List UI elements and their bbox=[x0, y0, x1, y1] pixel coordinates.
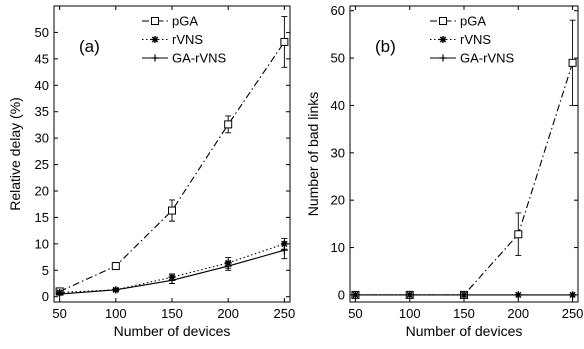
series-GA-rVNS bbox=[351, 291, 577, 299]
data-point bbox=[568, 58, 577, 67]
y-tick-label: 25 bbox=[35, 157, 49, 172]
panel-label: (b) bbox=[375, 37, 396, 56]
x-tick-label: 250 bbox=[274, 306, 296, 321]
x-tick-label: 200 bbox=[217, 306, 239, 321]
data-point bbox=[168, 206, 176, 215]
y-tick-label: 0 bbox=[42, 289, 49, 304]
data-point bbox=[460, 291, 468, 299]
y-tick-label: 20 bbox=[35, 184, 49, 199]
plot-frame bbox=[53, 5, 291, 303]
legend-label: rVNS bbox=[460, 32, 491, 47]
panel-b: 50 100 150 200 250 0 10 20 30 40 50 60 Number of dev… bbox=[305, 3, 583, 339]
data-point bbox=[112, 286, 120, 294]
x-tick-label: 150 bbox=[161, 306, 183, 321]
y-tick-label: 5 bbox=[42, 263, 49, 278]
y-tick-label: 30 bbox=[331, 145, 345, 160]
x-tick-label: 200 bbox=[507, 306, 529, 321]
x-tick-label: 50 bbox=[52, 306, 66, 321]
y-tick-label: 0 bbox=[338, 287, 345, 302]
x-tick-label: 100 bbox=[399, 306, 421, 321]
x-tick-label: 50 bbox=[348, 306, 362, 321]
x-tick-label: 100 bbox=[105, 306, 127, 321]
legend: pGA rVNS GA-rVNS bbox=[430, 14, 515, 66]
series-GA-rVNS bbox=[56, 241, 288, 298]
data-point bbox=[569, 291, 577, 299]
y-tick-label: 35 bbox=[35, 104, 49, 119]
y-tick-label: 50 bbox=[35, 25, 49, 40]
legend-label: GA-rVNS bbox=[172, 51, 227, 66]
legend-marker bbox=[439, 17, 447, 25]
x-tick-label: 250 bbox=[562, 306, 584, 321]
legend-marker bbox=[439, 54, 447, 62]
x-axis-label: Number of devices bbox=[406, 323, 523, 339]
plot-frame bbox=[349, 5, 579, 303]
y-tick-label: 40 bbox=[35, 78, 49, 93]
data-point bbox=[168, 276, 176, 284]
y-tick-label: 20 bbox=[331, 193, 345, 208]
legend-label: pGA bbox=[460, 14, 486, 29]
y-tick-label: 15 bbox=[35, 210, 49, 225]
legend-label: GA-rVNS bbox=[460, 51, 515, 66]
legend-label: rVNS bbox=[172, 32, 203, 47]
y-axis-label: Number of bad links bbox=[305, 92, 321, 217]
y-tick-label: 45 bbox=[35, 51, 49, 66]
x-axis-label: Number of devices bbox=[114, 323, 231, 339]
data-point bbox=[514, 291, 522, 299]
data-point bbox=[224, 120, 233, 129]
data-point bbox=[280, 246, 288, 254]
legend: pGA rVNS GA-rVNS bbox=[142, 14, 227, 66]
data-point bbox=[406, 291, 414, 299]
panel-label: (a) bbox=[79, 37, 100, 56]
data-point bbox=[280, 37, 289, 46]
y-tick-label: 30 bbox=[35, 131, 49, 146]
y-tick-label: 50 bbox=[331, 51, 345, 66]
series-line bbox=[355, 62, 574, 296]
data-point bbox=[56, 290, 64, 298]
legend-marker bbox=[439, 36, 447, 43]
legend-marker bbox=[151, 54, 159, 62]
panel-a: 50 100 150 200 250 0 5 10 15 20 25 30 35 40 45 50 Number… bbox=[7, 5, 296, 339]
legend-label: pGA bbox=[172, 14, 198, 29]
data-point bbox=[514, 230, 523, 239]
data-point bbox=[351, 291, 359, 299]
x-tick-label: 150 bbox=[453, 306, 475, 321]
data-point bbox=[111, 262, 120, 271]
legend-marker bbox=[151, 17, 159, 25]
data-point bbox=[224, 262, 232, 270]
y-axis-label: Relative delay (%) bbox=[7, 97, 23, 211]
y-tick-label: 10 bbox=[35, 236, 49, 251]
y-tick-label: 40 bbox=[331, 98, 345, 113]
legend-marker bbox=[151, 36, 159, 43]
y-tick-label: 10 bbox=[331, 240, 345, 255]
y-tick-label: 60 bbox=[331, 3, 345, 18]
